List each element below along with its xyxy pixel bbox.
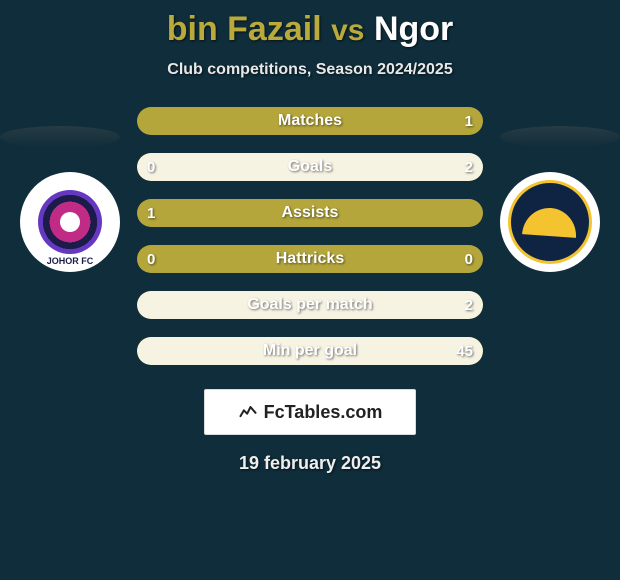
stat-row: Goals per match2 — [137, 291, 483, 319]
stat-bar-bg — [137, 199, 483, 227]
stat-row: Hattricks00 — [137, 245, 483, 273]
stat-bar-bg — [137, 291, 483, 319]
johor-label: JOHOR FC — [20, 256, 120, 266]
fctables-label: FcTables.com — [264, 402, 383, 423]
club-badge-left: JOHOR FC — [20, 172, 120, 272]
fctables-logo-icon — [238, 402, 258, 422]
date-label: 19 february 2025 — [0, 453, 620, 474]
stat-row: Min per goal45 — [137, 337, 483, 365]
stat-bar-bg — [137, 245, 483, 273]
mariners-crest-icon — [508, 180, 592, 264]
player-right-name: Ngor — [374, 10, 453, 48]
fctables-watermark: FcTables.com — [204, 389, 416, 435]
flag-pedestal-left — [0, 126, 120, 148]
stat-bar-bg — [137, 337, 483, 365]
subtitle: Club competitions, Season 2024/2025 — [0, 61, 620, 79]
player-left-name: bin Fazail — [167, 10, 322, 48]
johor-crest-icon — [38, 190, 102, 254]
stat-bar-right-segment — [137, 291, 483, 319]
stats-area: Matches1 Goals02 Assists1 Hattricks00 Goals … — [137, 107, 483, 365]
club-badge-right — [500, 172, 600, 272]
stat-bar-right-segment — [137, 337, 483, 365]
stat-bar-right-segment — [137, 153, 483, 181]
stat-row: Assists1 — [137, 199, 483, 227]
flag-pedestal-right — [500, 126, 620, 148]
vs-label: vs — [331, 14, 364, 47]
comparison-title: bin Fazail vs Ngor — [0, 0, 620, 49]
stat-bar-bg — [137, 107, 483, 135]
stat-bar-bg — [137, 153, 483, 181]
stat-row: Goals02 — [137, 153, 483, 181]
stat-row: Matches1 — [137, 107, 483, 135]
